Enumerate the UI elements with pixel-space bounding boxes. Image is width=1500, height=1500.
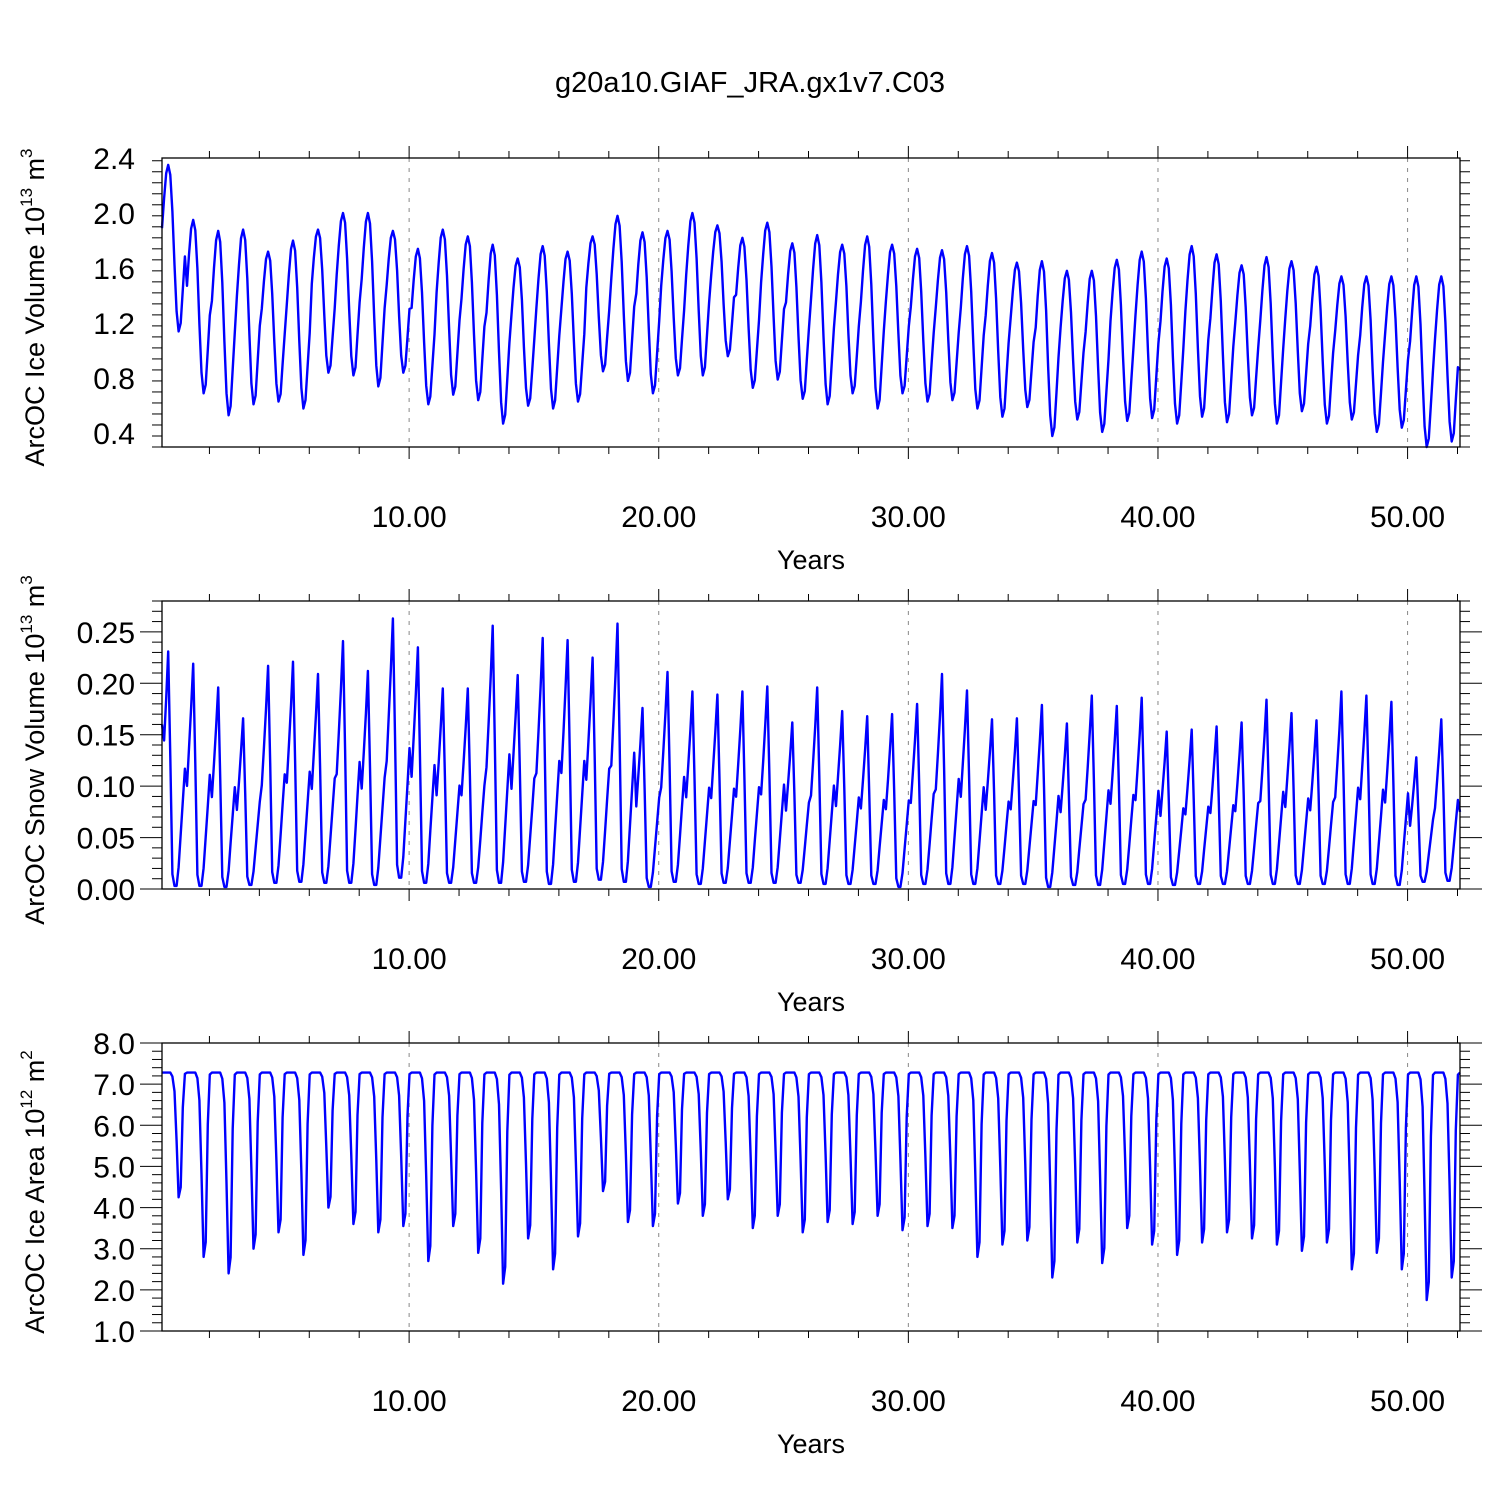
y-tick-label: 0.10: [77, 771, 135, 804]
y-tick-label: 6.0: [93, 1110, 135, 1143]
snow-volume-series-line: [160, 617, 1462, 889]
y-tick-label: 2.0: [93, 198, 135, 231]
y-axis-label-part: 12: [17, 1090, 36, 1109]
x-tick-label: 10.00: [372, 1385, 447, 1418]
ice-volume-panel: 0.4 0.8 1.2 1.6 2.0 2.4 10.00 20.00 30.00 40.00 50…: [17, 143, 1470, 575]
plot-frame: [161, 1042, 1461, 1332]
y-tick-label: 3.0: [93, 1234, 135, 1267]
y-tick-label: 0.25: [77, 617, 135, 650]
plot-frame: [161, 157, 1461, 448]
x-tick-label: 30.00: [871, 501, 946, 534]
y-tick-label: 8.0: [93, 1028, 135, 1061]
x-tick-label: 50.00: [1370, 943, 1445, 976]
y-axis-label: ArcOC Ice Area 1012 m2: [17, 1050, 50, 1334]
x-tick-label: 20.00: [621, 943, 696, 976]
y-axis-label-part: m: [20, 1060, 50, 1090]
y-tick-label: 0.20: [77, 668, 135, 701]
x-tick-label: 50.00: [1370, 1385, 1445, 1418]
ice-area-panel: 1.0 2.0 3.0 4.0 5.0 6.0 7.0 8.0 10.00 20.00 30.00 4…: [17, 1028, 1482, 1459]
x-tick-label: 10.00: [372, 943, 447, 976]
x-tick-label: 20.00: [621, 1385, 696, 1418]
x-tick-label: 40.00: [1120, 943, 1195, 976]
x-axis-label: Years: [777, 1429, 845, 1459]
y-axis-label: ArcOC Ice Volume 1013 m3: [17, 148, 50, 466]
y-tick-label: 2.4: [93, 143, 135, 176]
x-tick-label: 50.00: [1370, 501, 1445, 534]
y-tick-label: 5.0: [93, 1151, 135, 1184]
y-axis-label-part: ArcOC Ice Volume 10: [20, 207, 50, 467]
y-axis-label-part: m: [20, 158, 50, 188]
chart-panels: 0.40.81.21.62.02.410.00 20.00 30.00 40.00 50…: [17, 143, 1482, 1459]
plot-frame: [161, 600, 1461, 890]
y-tick-label: 1.2: [93, 308, 135, 341]
y-tick-label: 0.4: [93, 418, 135, 451]
y-axis-label-part: 3: [17, 148, 36, 157]
x-tick-label: 30.00: [871, 943, 946, 976]
x-tick-label: 10.00: [372, 501, 447, 534]
y-axis-label-part: ArcOC Ice Area 10: [20, 1109, 50, 1334]
figure-title: g20a10.GIAF_JRA.gx1v7.C03: [555, 67, 945, 99]
y-tick-label: 1.0: [93, 1316, 135, 1349]
y-tick-label: 0.05: [77, 823, 135, 856]
y-tick-label: 0.00: [77, 874, 135, 907]
snow-volume-panel: 0.00 0.05 0.10 0.15 0.20 0.25 10.00 20.00 30.00 4…: [17, 575, 1482, 1017]
ice-area-series-line: [162, 1071, 1461, 1302]
y-tick-label: 0.8: [93, 363, 135, 396]
y-tick-label: 0.15: [77, 720, 135, 753]
y-tick-label: 1.6: [93, 253, 135, 286]
y-axis-label-part: 2: [17, 1050, 36, 1059]
y-tick-label: 4.0: [93, 1193, 135, 1226]
y-tick-label: 7.0: [93, 1069, 135, 1102]
y-axis-label-part: 13: [17, 188, 36, 207]
x-tick-label: 40.00: [1120, 501, 1195, 534]
y-axis-label-part: m: [20, 585, 50, 615]
x-tick-label: 30.00: [871, 1385, 946, 1418]
x-axis-label: Years: [777, 545, 845, 575]
y-axis-label-part: 3: [17, 575, 36, 584]
x-tick-label: 20.00: [621, 501, 696, 534]
y-axis-label-part: 13: [17, 615, 36, 634]
y-tick-label: 2.0: [93, 1275, 135, 1308]
x-axis-label: Years: [777, 987, 845, 1017]
y-axis-label-part: ArcOC Snow Volume 10: [20, 634, 50, 925]
y-axis-label: ArcOC Snow Volume 1013 m3: [17, 575, 50, 925]
x-tick-label: 40.00: [1120, 1385, 1195, 1418]
ice-volume-series-line: [160, 163, 1461, 449]
